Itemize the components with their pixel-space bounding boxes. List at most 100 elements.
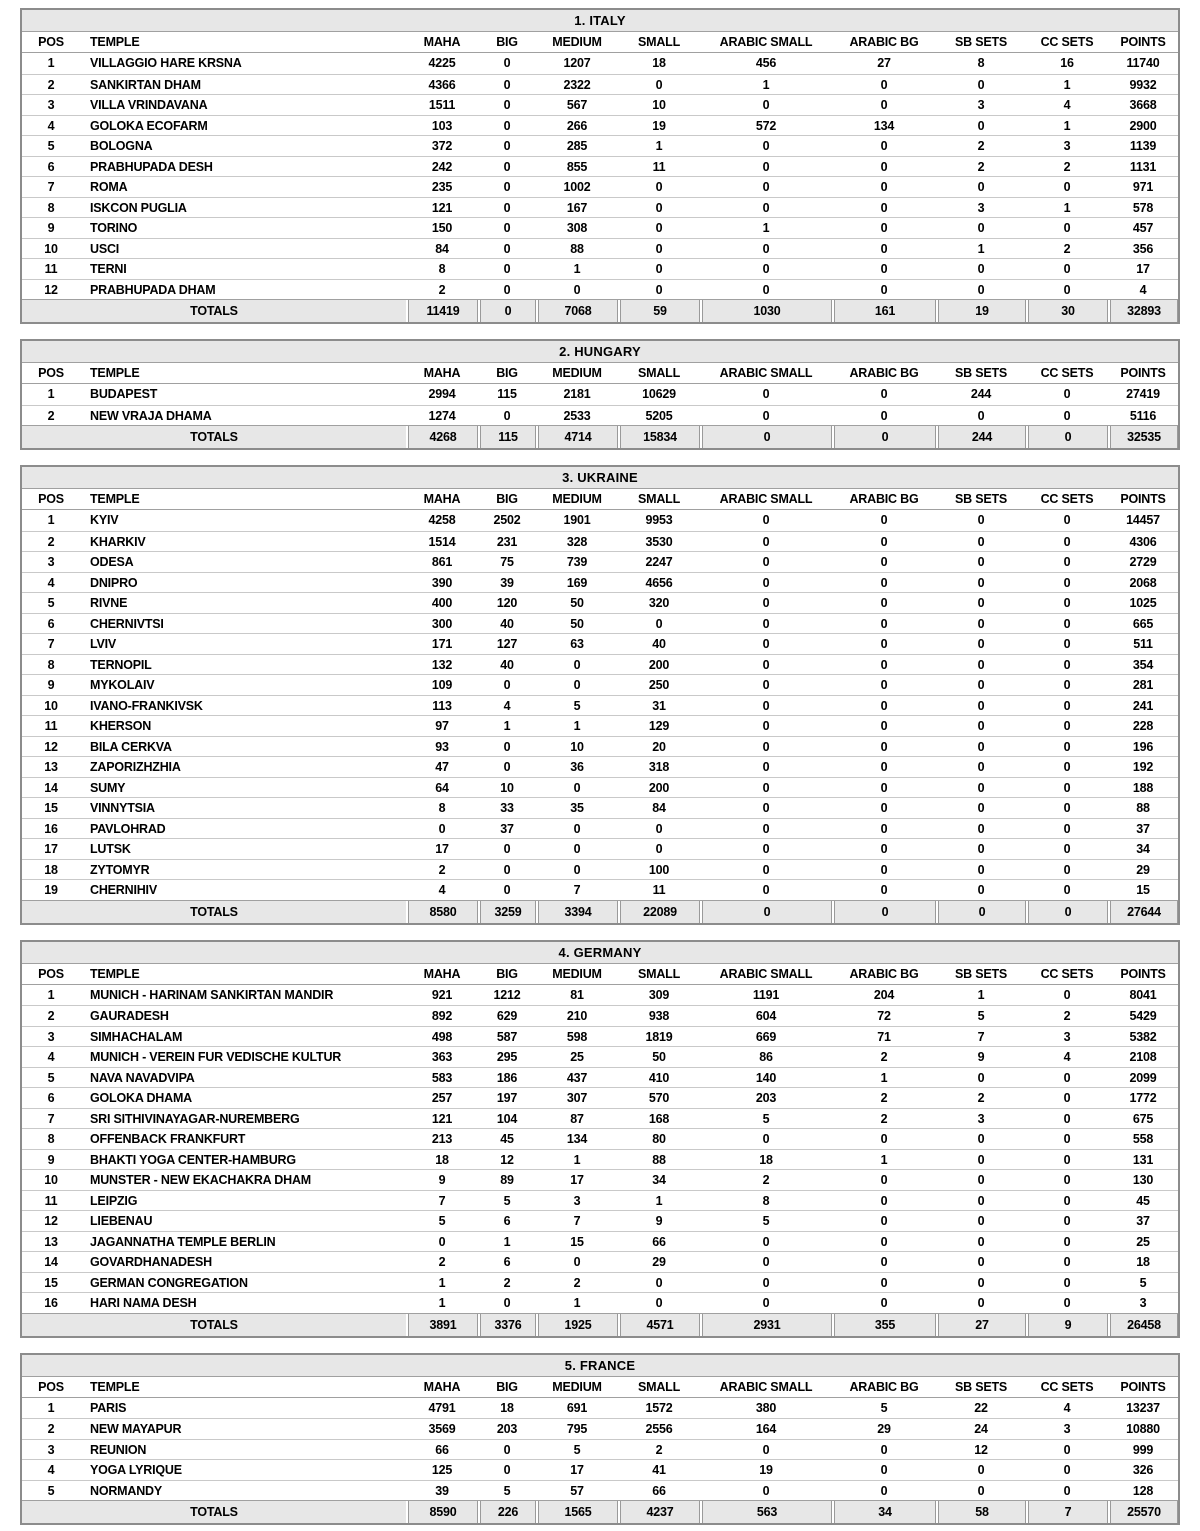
- cell-pos: 10: [44, 698, 58, 713]
- cell-arabic-bg: 0: [880, 513, 888, 527]
- cell-points: 1772: [1129, 1091, 1157, 1105]
- cell-temple: KYIV: [90, 513, 119, 527]
- cell-maha: 2: [438, 862, 446, 877]
- column-header-maha: MAHA: [423, 492, 461, 506]
- cell-temple: CHERNIVTSI: [90, 616, 164, 631]
- cell-medium: 210: [566, 1009, 588, 1023]
- cell-small: 0: [655, 1296, 663, 1310]
- cell-small: 129: [648, 719, 670, 733]
- cell-cc-sets: 0: [1063, 408, 1071, 423]
- cell-big: 0: [503, 77, 511, 92]
- cell-small: 80: [652, 1132, 666, 1146]
- cell-cc-sets: 0: [1063, 801, 1071, 815]
- cell-points: 2729: [1129, 555, 1157, 569]
- cell-pos: 6: [47, 616, 55, 631]
- cell-small: 10629: [642, 387, 676, 401]
- cell-big: 1212: [493, 987, 521, 1002]
- totals-row: TOTALS 8590 226 1565 4237 563 34 58 7 25570: [22, 1500, 1178, 1523]
- cell-medium: 0: [573, 1255, 581, 1269]
- cell-cc-sets: 2: [1063, 159, 1071, 174]
- totals-label: TOTALS: [190, 304, 238, 318]
- cell-cc-sets: 3: [1063, 1422, 1071, 1436]
- cell-arabic-small: 0: [762, 678, 770, 692]
- cell-medium: 17: [570, 1173, 584, 1187]
- totals-arabic-bg: 355: [832, 1313, 936, 1336]
- totals-small: 4571: [618, 1313, 700, 1336]
- cell-points: 3668: [1129, 98, 1157, 112]
- cell-points: 131: [1132, 1152, 1154, 1167]
- cell-big: 0: [503, 159, 511, 174]
- cell-maha: 0: [438, 821, 446, 836]
- cell-arabic-small: 572: [755, 118, 777, 133]
- cell-maha: 47: [435, 760, 449, 774]
- cell-small: 88: [652, 1152, 666, 1167]
- cell-arabic-small: 456: [755, 56, 777, 70]
- cell-sb-sets: 1: [977, 987, 985, 1002]
- cell-temple: GOLOKA ECOFARM: [90, 118, 208, 133]
- cell-big: 0: [503, 1296, 511, 1310]
- column-header-pos: POS: [38, 492, 64, 506]
- cell-points: 4: [1139, 282, 1147, 297]
- table-row: 2 GAURADESH 892 629 210 938 604 72 5 2 5429: [22, 1005, 1178, 1026]
- cell-arabic-small: 0: [762, 1296, 770, 1310]
- cell-temple: LIEBENAU: [90, 1214, 153, 1228]
- cell-points: 326: [1132, 1463, 1154, 1477]
- cell-arabic-small: 164: [755, 1422, 777, 1436]
- totals-small: 22089: [618, 900, 700, 923]
- cell-points: 8041: [1129, 987, 1157, 1002]
- cell-points: 88: [1136, 801, 1150, 815]
- column-header-arabic-bg: ARABIC BG: [849, 1379, 919, 1394]
- cell-maha: 363: [431, 1050, 453, 1064]
- cell-temple: TERNI: [90, 262, 127, 276]
- cell-arabic-bg: 204: [873, 987, 895, 1002]
- cell-big: 0: [503, 262, 511, 276]
- cell-pos: 2: [47, 77, 55, 92]
- cell-medium: 10: [570, 739, 584, 754]
- cell-points: 228: [1132, 719, 1154, 733]
- cell-temple: IVANO-FRANKIVSK: [90, 698, 203, 713]
- table-row: 1 KYIV 4258 2502 1901 9953 0 0 0 0 14457: [22, 510, 1178, 531]
- cell-points: 241: [1132, 698, 1154, 713]
- cell-cc-sets: 0: [1063, 719, 1071, 733]
- cell-sb-sets: 2: [977, 159, 985, 174]
- cell-temple: TERNOPIL: [90, 657, 152, 672]
- cell-small: 20: [652, 739, 666, 754]
- cell-medium: 437: [566, 1070, 588, 1085]
- totals-big: 3376: [478, 1313, 536, 1336]
- column-header-cc-sets: CC SETS: [1040, 366, 1094, 380]
- cell-pos: 10: [44, 1173, 58, 1187]
- cell-temple: PRABHUPADA DHAM: [90, 282, 216, 297]
- cell-points: 356: [1132, 241, 1154, 256]
- cell-medium: 2533: [563, 408, 591, 423]
- cell-points: 34: [1136, 842, 1150, 856]
- table-row: 11 KHERSON 97 1 1 129 0 0 0 0 228: [22, 715, 1178, 736]
- cell-points: 5: [1139, 1275, 1147, 1290]
- cell-temple: ROMA: [90, 180, 128, 194]
- cell-pos: 11: [44, 719, 58, 733]
- cell-points: 29: [1136, 862, 1150, 877]
- cell-temple: NEW MAYAPUR: [90, 1422, 182, 1436]
- table-row: 11 TERNI 8 0 1 0 0 0 0 0 17: [22, 258, 1178, 279]
- cell-sb-sets: 244: [970, 387, 992, 401]
- totals-maha: 4268: [406, 426, 478, 448]
- cell-arabic-bg: 0: [880, 842, 888, 856]
- cell-cc-sets: 0: [1063, 1091, 1071, 1105]
- totals-arabic-small: 0: [700, 426, 832, 448]
- cell-cc-sets: 1: [1063, 200, 1071, 215]
- cell-cc-sets: 3: [1063, 1029, 1071, 1044]
- cell-arabic-small: 0: [762, 1442, 770, 1457]
- cell-sb-sets: 9: [977, 1050, 985, 1064]
- cell-small: 10: [652, 98, 666, 112]
- cell-cc-sets: 1: [1063, 77, 1071, 92]
- cell-big: 12: [500, 1152, 514, 1167]
- cell-maha: 1511: [428, 98, 456, 112]
- cell-sb-sets: 0: [977, 221, 985, 235]
- cell-pos: 3: [47, 1029, 55, 1044]
- cell-arabic-small: 0: [762, 159, 770, 174]
- cell-sb-sets: 0: [977, 883, 985, 897]
- cell-cc-sets: 0: [1063, 1214, 1071, 1228]
- table-row: 11 LEIPZIG 7 5 3 1 8 0 0 0 45: [22, 1189, 1178, 1211]
- cell-arabic-bg: 0: [880, 387, 888, 401]
- cell-points: 999: [1132, 1442, 1154, 1457]
- cell-arabic-bg: 0: [880, 862, 888, 877]
